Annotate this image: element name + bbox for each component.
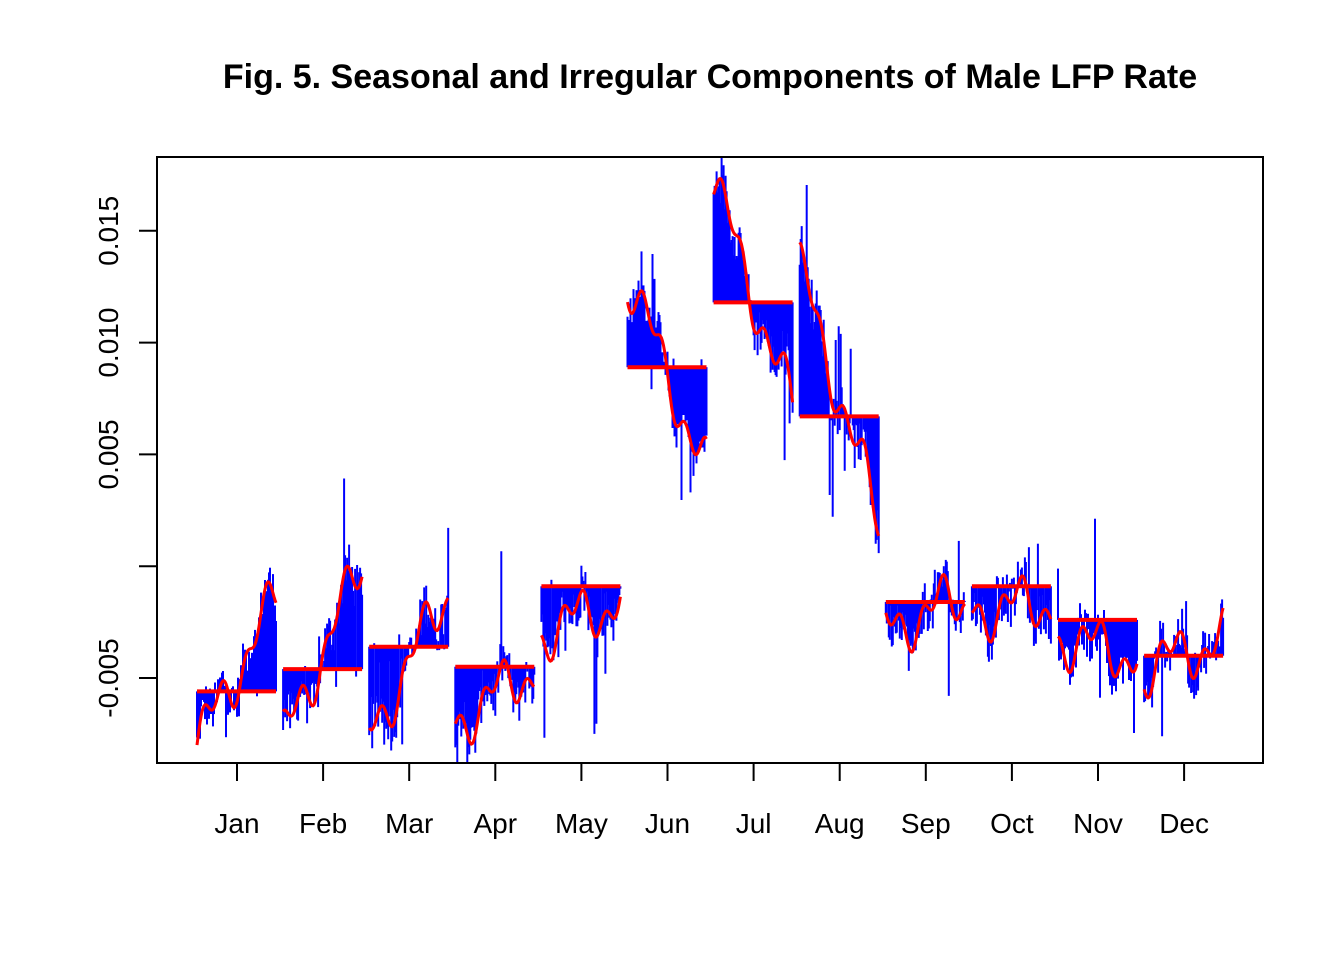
x-tick-label-mar: Mar (385, 808, 433, 839)
seasonal-component-line (195, 580, 278, 746)
y-tick-label: 0.015 (93, 196, 124, 266)
x-tick-label-nov: Nov (1073, 808, 1123, 839)
month-group-jul (712, 158, 795, 461)
month-group-mar (368, 527, 450, 751)
axis-layer: Jan Feb Mar Apr May Jun Jul Aug Sep Oct Nov Dec -0.0… (93, 196, 1209, 839)
seasonal-component-line (798, 241, 881, 537)
month-group-nov (1056, 518, 1139, 733)
irregular-spikes (282, 478, 364, 730)
month-group-jun (626, 251, 708, 500)
x-tick-label-may: May (555, 808, 608, 839)
x-tick-label-oct: Oct (990, 808, 1034, 839)
irregular-spikes (798, 185, 880, 554)
seasonal-component-line (712, 177, 795, 403)
chart-title: Fig. 5. Seasonal and Irregular Component… (222, 58, 1198, 96)
x-tick-label-jul: Jul (736, 808, 772, 839)
seasonal-component-line (453, 658, 536, 746)
seasonal-component-line (626, 289, 708, 457)
y-tick-label: -0.005 (93, 638, 124, 717)
x-tick-label-jun: Jun (645, 808, 690, 839)
seasonal-component-line (368, 597, 450, 732)
x-tick-label-sep: Sep (901, 808, 951, 839)
month-group-may (540, 565, 622, 738)
month-group-dec (1142, 599, 1225, 737)
series-layer (195, 158, 1225, 762)
x-tick-label-aug: Aug (815, 808, 865, 839)
y-tick-label: 0.010 (93, 308, 124, 378)
month-group-jan (195, 567, 278, 746)
month-group-aug (798, 185, 881, 554)
x-tick-label-dec: Dec (1159, 808, 1209, 839)
seasonal-component-line (1056, 619, 1139, 679)
y-tick-label: 0.005 (93, 419, 124, 489)
seasonal-component-line (281, 564, 364, 718)
month-group-sep (884, 540, 966, 696)
month-group-apr (453, 551, 536, 762)
seasonal-component-line (970, 574, 1053, 644)
x-tick-label-apr: Apr (474, 808, 518, 839)
irregular-spikes (368, 527, 450, 751)
x-tick-label-feb: Feb (299, 808, 347, 839)
plot-frame (156, 156, 1264, 764)
seasonal-component-line (884, 572, 966, 654)
month-group-feb (281, 478, 364, 730)
seasonal-component-line (1142, 607, 1225, 700)
x-tick-label-jan: Jan (214, 808, 259, 839)
seasonal-component-line (540, 588, 622, 663)
month-group-oct (970, 543, 1053, 662)
irregular-spikes (884, 540, 966, 696)
